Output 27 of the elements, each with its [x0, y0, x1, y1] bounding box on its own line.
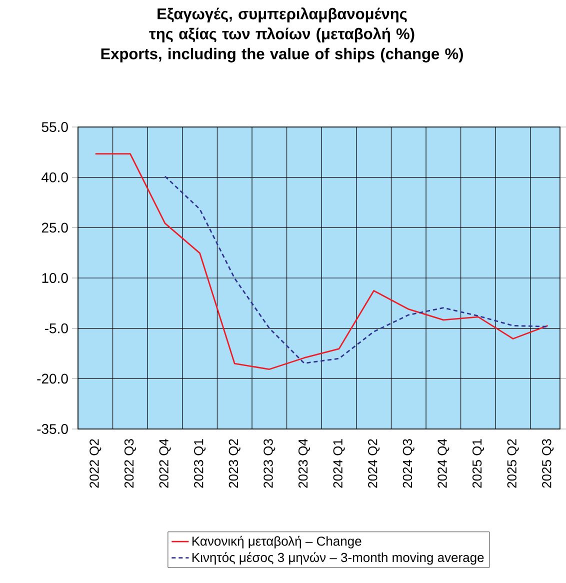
y-tick-label: -20.0: [37, 374, 68, 384]
x-tick-label: 2025 Q2: [507, 439, 519, 488]
y-tick-label: -35.0: [37, 424, 68, 434]
y-tick-label: 25.0: [42, 222, 68, 233]
legend-label: Κινητός μέσος 3 μηνών – 3-month moving average: [192, 552, 484, 565]
line-series: [164, 176, 548, 364]
x-tick-label: 2024 Q4: [438, 438, 450, 488]
line-series: [94, 153, 548, 370]
x-tick-label: 2025 Q1: [472, 439, 484, 488]
x-tick-label: 2024 Q3: [402, 439, 414, 488]
y-tick-label: -5.0: [44, 323, 68, 334]
chart-subtitle: Exports, including the value of ships (change %): [101, 48, 463, 62]
x-tick-label: 2022 Q4: [159, 438, 171, 488]
chart-title: Εξαγωγές, συμπεριλαμβανομένης της αξίας των πλοίων (μεταβολή %): [149, 8, 414, 42]
x-tick-label: 2023 Q1: [194, 439, 206, 488]
y-tick-label: 40.0: [41, 172, 68, 182]
x-tick-label: 2022 Q2: [90, 439, 102, 488]
x-tick-label: 2022 Q3: [124, 439, 136, 488]
x-tick-label: 2023 Q3: [264, 439, 276, 488]
x-tick-label: 2023 Q4: [298, 438, 310, 488]
x-tick-label: 2024 Q2: [368, 439, 380, 488]
x-tick-label: 2024 Q1: [333, 439, 345, 488]
y-tick-label: 10.0: [42, 273, 68, 283]
x-tick-label: 2023 Q2: [228, 439, 240, 488]
x-tick-label: 2025 Q3: [542, 439, 554, 488]
legend-label: Κανονική μεταβολή – Change: [192, 536, 362, 548]
y-tick-label: 55.0: [42, 122, 68, 132]
